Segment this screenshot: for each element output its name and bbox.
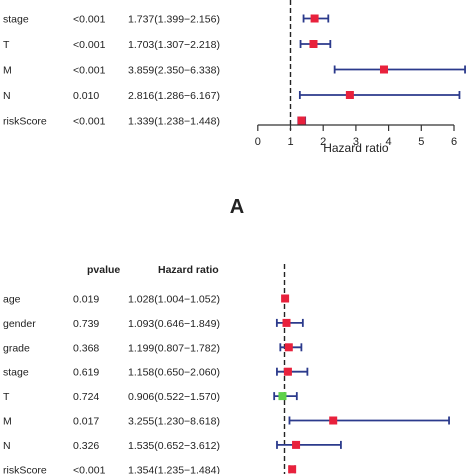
row-label: T (3, 391, 10, 403)
row-hazard-ratio-text: 1.737(1.399−2.156) (128, 14, 220, 26)
row-pvalue: 0.724 (73, 391, 99, 403)
row-label: stage (3, 14, 29, 26)
row-hazard-ratio-text: 2.816(1.286−6.167) (128, 90, 220, 102)
row-pvalue: <0.001 (73, 116, 106, 128)
x-axis-tick-label: 4 (386, 136, 392, 148)
x-axis-tick-label: 0 (255, 136, 261, 148)
row-label: stage (3, 367, 29, 379)
forest-plot-panel-a: stage <0.001 1.737(1.399−2.156) T <0.001 1.70… (3, 0, 466, 218)
row-pvalue: 0.619 (73, 367, 99, 379)
row-pvalue: 0.326 (73, 440, 99, 452)
row-hazard-ratio-text: 1.354(1.235−1.484) (128, 464, 220, 474)
row-hazard-ratio-text: 1.199(0.807−1.782) (128, 342, 220, 354)
row-hazard-ratio-text: 1.339(1.238−1.448) (128, 116, 220, 128)
x-axis-title: Hazard ratio (323, 141, 389, 155)
hazard-ratio-point (281, 294, 290, 303)
row-pvalue: 0.010 (73, 90, 99, 102)
hazard-ratio-point (284, 343, 293, 352)
hazard-ratio-column-header: Hazard ratio (158, 264, 219, 276)
row-hazard-ratio-text: 3.859(2.350−6.338) (128, 65, 220, 77)
hazard-ratio-point (278, 392, 287, 401)
row-label: M (3, 65, 12, 77)
row-hazard-ratio-text: 1.158(0.650−2.060) (128, 367, 220, 379)
row-label: riskScore (3, 464, 47, 474)
x-axis-tick-label: 1 (287, 136, 293, 148)
row-label: M (3, 416, 12, 428)
hazard-ratio-point (288, 465, 297, 474)
x-axis-tick-label: 2 (320, 136, 326, 148)
x-axis-tick-label: 3 (353, 136, 359, 148)
hazard-ratio-point (329, 416, 338, 425)
row-label: gender (3, 318, 36, 330)
x-axis-tick-label: 5 (418, 136, 424, 148)
hazard-ratio-point (282, 318, 291, 327)
row-hazard-ratio-text: 0.906(0.522−1.570) (128, 391, 220, 403)
row-hazard-ratio-text: 1.028(1.004−1.052) (128, 294, 220, 306)
row-pvalue: <0.001 (73, 65, 106, 77)
row-label: riskScore (3, 116, 47, 128)
row-label: age (3, 294, 21, 306)
hazard-ratio-point (283, 367, 292, 376)
row-pvalue: 0.019 (73, 294, 99, 306)
row-hazard-ratio-text: 1.535(0.652−3.612) (128, 440, 220, 452)
row-pvalue: <0.001 (73, 39, 106, 51)
row-label: T (3, 39, 10, 51)
row-hazard-ratio-text: 1.703(1.307−2.218) (128, 39, 220, 51)
row-pvalue: <0.001 (73, 464, 106, 474)
row-pvalue: 0.368 (73, 342, 99, 354)
x-axis-tick-label: 6 (451, 136, 457, 148)
hazard-ratio-point (297, 116, 306, 125)
row-label: N (3, 440, 11, 452)
row-pvalue: 0.017 (73, 416, 99, 428)
row-label: N (3, 90, 11, 102)
row-hazard-ratio-text: 3.255(1.230−8.618) (128, 416, 220, 428)
hazard-ratio-point (309, 40, 318, 48)
pvalue-column-header: pvalue (87, 264, 120, 276)
row-label: grade (3, 342, 30, 354)
panel-label: A (230, 196, 244, 218)
hazard-ratio-point (345, 91, 354, 99)
hazard-ratio-point (310, 14, 319, 23)
row-pvalue: 0.739 (73, 318, 99, 330)
row-hazard-ratio-text: 1.093(0.646−1.849) (128, 318, 220, 330)
forest-plot-panel-b: pvalue Hazard ratio age 0.019 1.028(1.004−1.… (3, 264, 450, 474)
hazard-ratio-point (379, 65, 388, 74)
row-pvalue: <0.001 (73, 14, 106, 26)
hazard-ratio-point (292, 440, 301, 449)
